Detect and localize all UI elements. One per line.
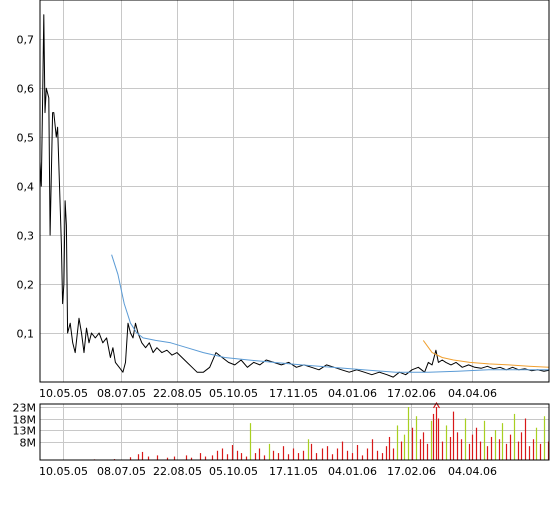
volume-y-tick-label: 23M — [13, 402, 37, 415]
price-panel: 0,7 0,6 0,5 0,4 0,3 0,2 0,1 10.05.05 08.07.05 22… — [17, 0, 550, 400]
volume-y-tick-label: 13M — [13, 425, 37, 438]
volume-x-tick-label: 04.01.06 — [328, 465, 377, 478]
volume-x-tick-label: 17.11.05 — [269, 465, 318, 478]
volume-y-tick-label: 18M — [13, 414, 37, 427]
price-y-tick-label: 0,3 — [17, 230, 35, 243]
volume-x-tick-label: 04.04.06 — [448, 465, 497, 478]
price-x-tick-label: 04.04.06 — [448, 387, 497, 400]
price-series-line-1 — [111, 254, 549, 373]
price-lines — [39, 14, 550, 378]
price-x-tick-label: 08.07.05 — [97, 387, 146, 400]
price-x-tick-label: 17.11.05 — [269, 387, 318, 400]
price-x-tick-label: 10.05.05 — [39, 387, 88, 400]
price-x-tick-label: 05.10.05 — [209, 387, 258, 400]
volume-grid — [40, 404, 549, 460]
price-y-tick-label: 0,1 — [17, 328, 35, 341]
price-y-tick-label: 0,2 — [17, 279, 35, 292]
price-series-line-0 — [39, 14, 550, 378]
price-series-line-2 — [422, 340, 550, 368]
volume-plot-frame — [39, 403, 550, 461]
volume-x-tick-label: 08.07.05 — [97, 465, 146, 478]
price-y-tick-label: 0,7 — [17, 34, 35, 47]
price-y-tick-label: 0,4 — [17, 181, 35, 194]
price-x-tick-label: 22.08.05 — [153, 387, 202, 400]
volume-x-tick-label: 10.05.05 — [39, 465, 88, 478]
price-y-tick-label: 0,6 — [17, 83, 35, 96]
volume-x-tick-label: 22.08.05 — [153, 465, 202, 478]
volume-bars — [93, 401, 550, 460]
price-x-tick-labels: 10.05.05 08.07.05 22.08.05 05.10.05 17.11.05… — [39, 387, 497, 400]
volume-x-tick-label: 17.02.06 — [387, 465, 436, 478]
price-grid — [40, 0, 549, 382]
volume-y-tick-label: 8M — [20, 437, 37, 450]
price-x-tick-label: 04.01.06 — [328, 387, 377, 400]
volume-x-tick-labels: 10.05.05 08.07.05 22.08.05 05.10.05 17.11.05… — [39, 465, 497, 478]
price-y-tick-labels: 0,7 0,6 0,5 0,4 0,3 0,2 0,1 — [17, 34, 35, 341]
volume-x-tick-label: 05.10.05 — [209, 465, 258, 478]
price-plot-frame — [39, 0, 550, 383]
volume-overflow-arrow — [432, 401, 441, 409]
price-y-tick-label: 0,5 — [17, 132, 35, 145]
price-x-tick-label: 17.02.06 — [387, 387, 436, 400]
